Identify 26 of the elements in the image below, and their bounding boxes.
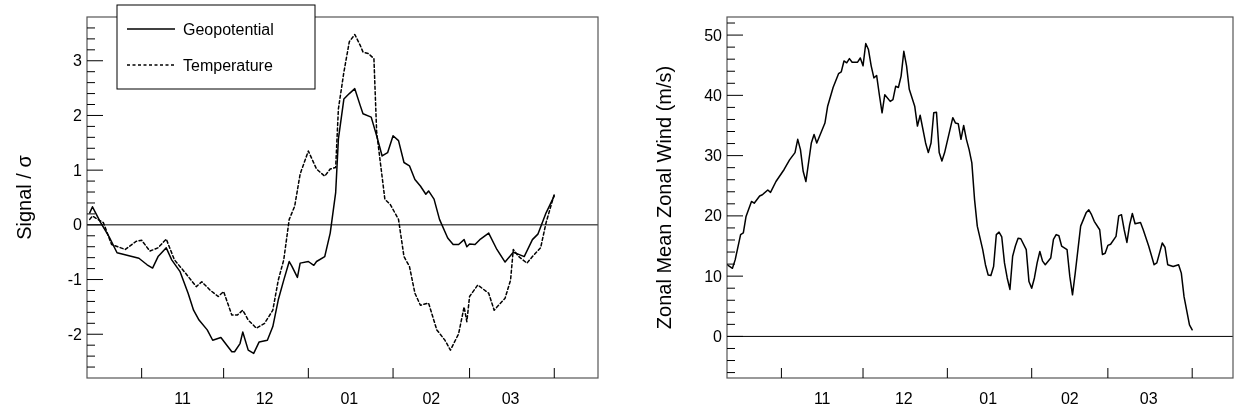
- y-tick-label: -2: [67, 325, 83, 343]
- x-tick-label: 03: [501, 390, 520, 407]
- y-tick-label: 0: [713, 328, 723, 346]
- x-tick-label: 12: [894, 390, 913, 407]
- y-tick-label: 50: [704, 26, 723, 44]
- y-tick-label: 2: [73, 107, 83, 125]
- x-tick-label: 01: [340, 390, 359, 407]
- x-tick-label: 11: [813, 390, 831, 407]
- y-tick-label: 0: [73, 216, 83, 234]
- x-tick-label: 03: [1139, 390, 1158, 407]
- y-axis-title: Signal / σ: [13, 154, 35, 240]
- x-tick-label: 01: [979, 390, 998, 407]
- y-tick-label: -1: [67, 271, 83, 289]
- y-tick-label: 40: [704, 86, 723, 104]
- x-tick-label: 11: [174, 390, 192, 407]
- y-tick-label: 30: [704, 147, 723, 165]
- x-tick-label: 02: [1060, 390, 1079, 407]
- x-tick-label: 12: [255, 390, 274, 407]
- y-tick-label: 20: [704, 207, 723, 225]
- y-axis-title: Zonal Mean Zonal Wind (m/s): [653, 65, 675, 330]
- legend-label: Geopotential: [183, 20, 274, 38]
- y-tick-label: 3: [73, 52, 83, 70]
- y-tick-label: 1: [73, 161, 83, 179]
- x-tick-label: 02: [422, 390, 441, 407]
- legend-label: Temperature: [183, 56, 273, 74]
- y-tick-label: 10: [704, 267, 723, 285]
